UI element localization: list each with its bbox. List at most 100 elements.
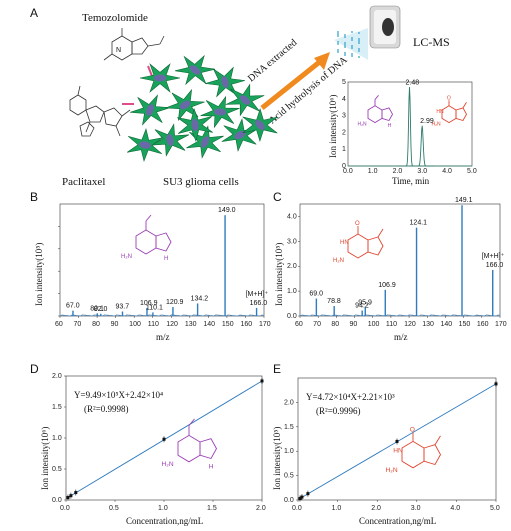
x-tick-label: 110: [148, 321, 159, 328]
oxygen-label: O: [410, 427, 415, 434]
n7-methylguanine-structure-e: O H₂N HN: [386, 427, 442, 474]
x-axis-label: m/z: [156, 332, 170, 342]
cell-nucleus: [166, 134, 174, 146]
x-axis-label: Concentration,ng/mL: [359, 516, 436, 526]
inset-x-tick: 1.0: [368, 168, 378, 175]
spray-dot: [344, 34, 346, 36]
data-point: [74, 491, 78, 495]
amine-label: H₂N: [162, 461, 174, 468]
methyl-bond: [188, 418, 195, 426]
x-tick-label: 1.0: [158, 505, 168, 512]
peak-label: 78.8: [327, 298, 341, 305]
spray-dot: [358, 32, 360, 34]
y-tick-label: 4.0: [287, 213, 297, 220]
x-axis-label: m/z: [394, 332, 408, 342]
o6-methylguanine-structure-b: H₂N H: [121, 214, 172, 262]
amine-label: H₂N: [121, 254, 132, 260]
y-tick-label: 0.5: [52, 466, 62, 473]
paclitaxel-structure: [69, 85, 131, 137]
x-tick-label: 100: [129, 321, 141, 328]
inset-x-tick: 3.0: [417, 168, 427, 175]
peak-label: 166.0: [486, 262, 504, 269]
peak-label: 149.1: [455, 197, 473, 204]
peak-label: 134.2: [191, 295, 209, 302]
process-arrow-icon: [260, 52, 330, 110]
spray-dots-icon: [337, 31, 360, 58]
plot-frame: [297, 377, 497, 501]
x-tick-label: 4.0: [450, 505, 460, 512]
x-tick-label: 3.0: [411, 505, 421, 512]
inset-y-tick: 2: [342, 129, 346, 136]
inset-x-label: Time, min: [392, 176, 430, 186]
x-tick-label: 110: [386, 321, 397, 328]
y-tick-label: 0.0: [287, 313, 297, 320]
spray-dot: [351, 53, 353, 55]
inset-y-label: Ion intensity(10⁶): [328, 95, 338, 158]
data-point: [300, 495, 304, 499]
hn-label: HN: [340, 240, 349, 246]
x-tick-label: 60: [295, 321, 303, 328]
spray-dot: [337, 51, 339, 53]
spray-dot: [351, 31, 353, 33]
calibration-e: 0.0 1.0 2.0 3.0 4.0 5.0 0.0 0.5 1.0 1.5 2.0 Y=4.72×…: [272, 377, 500, 526]
cell-nucleus: [139, 141, 151, 149]
data-point: [306, 492, 310, 496]
spray-dot: [351, 55, 353, 57]
inset-x-tick: 2.0: [393, 168, 403, 175]
ion-label: [M+H]⁺: [482, 253, 505, 260]
spray-dot: [344, 36, 346, 38]
peak-label: 80.1: [90, 305, 104, 312]
panel-letter-b: B: [30, 190, 39, 204]
cell-nucleus: [146, 104, 154, 116]
spray-dot: [358, 48, 360, 50]
peak-label: 124.1: [410, 220, 428, 227]
inset-y-tick: 3: [342, 113, 346, 120]
r2-label: (R²=0.9996): [316, 406, 361, 416]
imidazole-ring: [367, 236, 384, 256]
spray-dot: [337, 43, 339, 45]
spray-dot: [337, 49, 339, 51]
inset-y-tick: 4: [342, 96, 346, 103]
purine-ring: [441, 105, 457, 124]
spray-dot: [358, 50, 360, 52]
spray-dot: [351, 39, 353, 41]
data-point: [69, 494, 73, 498]
x-tick-label: 2.0: [371, 505, 381, 512]
x-tick-label: 70: [313, 321, 321, 328]
plot-frame: [299, 203, 501, 317]
hn-label: HN: [436, 109, 444, 115]
x-tick-label: 0.5: [109, 505, 119, 512]
data-point: [395, 439, 399, 443]
cell-nucleus: [191, 119, 199, 131]
peak-label: 110.1: [146, 304, 163, 311]
amine-label: H₂N: [386, 467, 398, 474]
chromatogram-peak: [409, 125, 435, 167]
methyl-bond: [145, 214, 152, 222]
spray-dot: [358, 40, 360, 42]
cell-nucleus: [239, 95, 251, 105]
x-tick-label: 150: [459, 321, 471, 328]
o6-methylguanine-structure-d: H₂N H: [162, 418, 218, 470]
n-methyl-bond: [434, 435, 441, 445]
x-tick-label: 2.0: [256, 505, 266, 512]
y-axis-label: Ion intensity(10⁵): [34, 243, 44, 306]
x-tick-label: 120: [166, 321, 178, 328]
x-tick-label: 140: [203, 321, 215, 328]
hn-label: HN: [393, 447, 403, 454]
amine-label: H₂N: [432, 121, 442, 127]
y-tick-label: 0.0: [284, 497, 294, 504]
imidazole-ring: [455, 107, 468, 122]
panel-letter-a: A: [30, 6, 39, 20]
y-tick-label: 0.0: [52, 497, 62, 504]
x-tick-label: 90: [350, 321, 358, 328]
peak-label: 120.9: [166, 299, 184, 306]
imidazole-ring: [381, 107, 394, 122]
cell-nucleus: [200, 136, 210, 148]
n7-methylguanine-structure-c: O H₂N HN: [333, 221, 384, 264]
purine-ring: [401, 440, 425, 469]
spray-dot: [344, 52, 346, 54]
x-tick-label: 1.0: [332, 505, 342, 512]
x-tick-label: 160: [240, 321, 252, 328]
lcms-instrument-icon: [334, 5, 401, 60]
